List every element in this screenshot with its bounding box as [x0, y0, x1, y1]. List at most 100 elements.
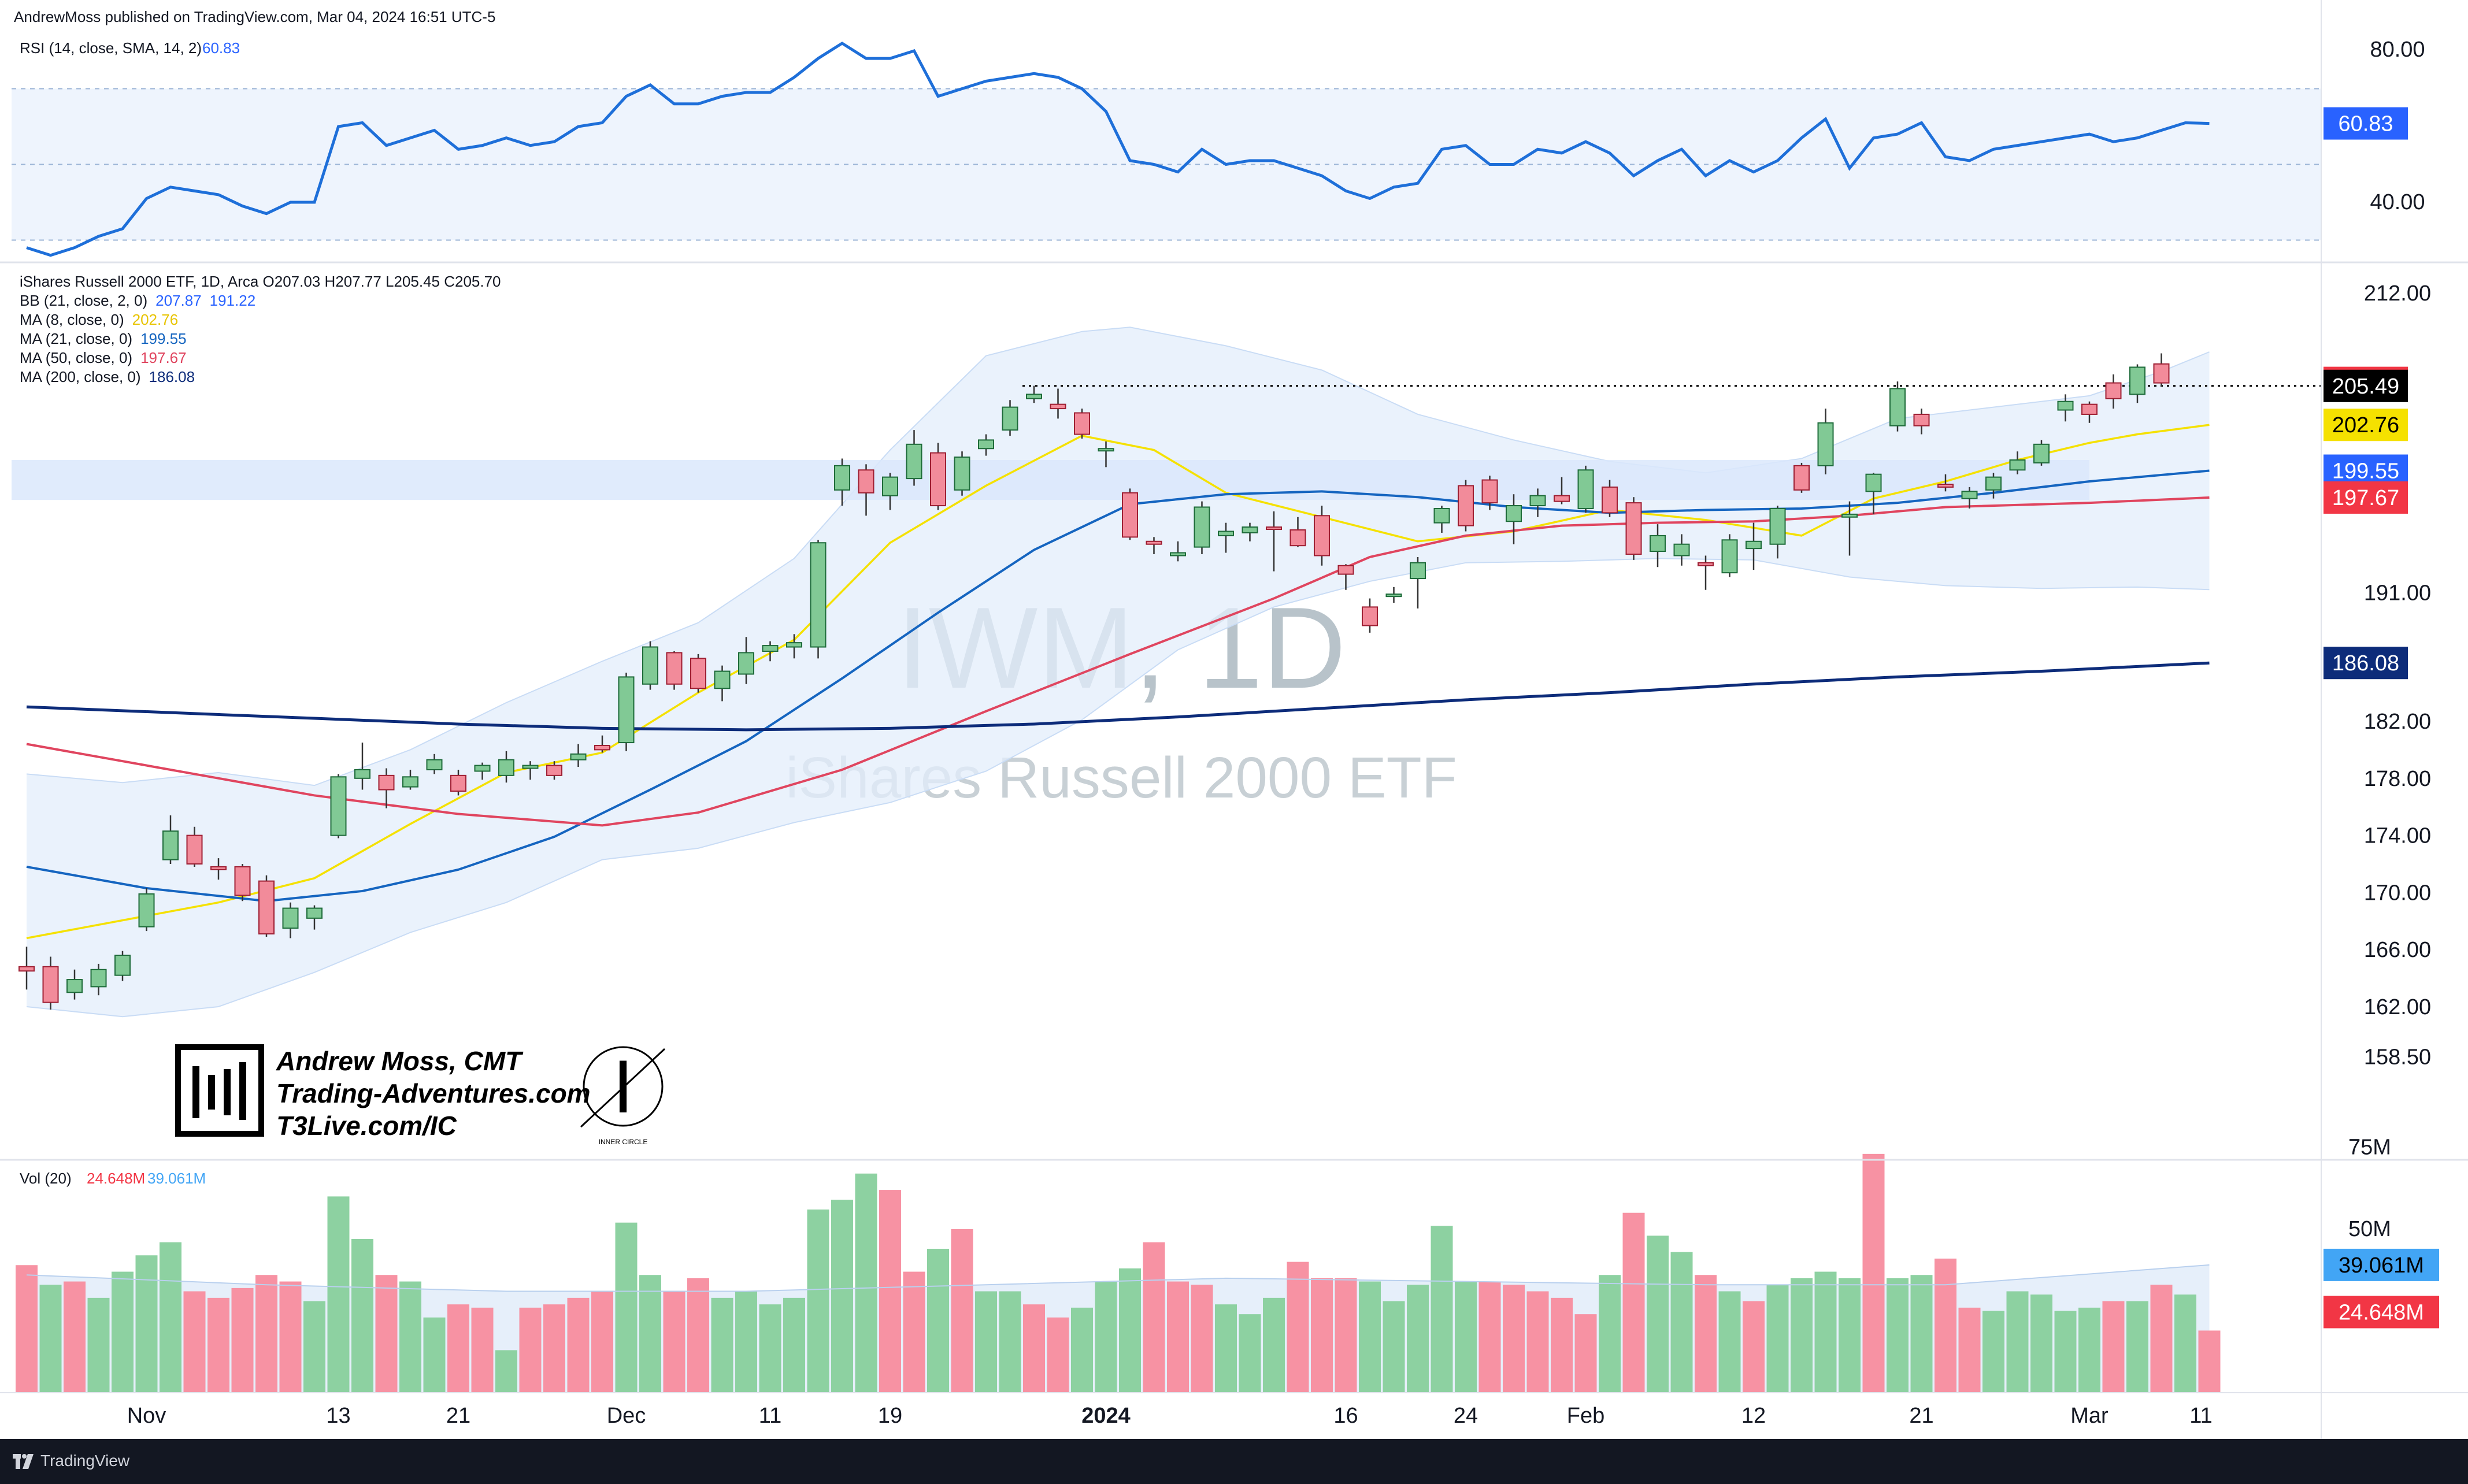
volume-bar: [999, 1291, 1021, 1393]
candle: [282, 902, 299, 938]
volume-bar: [447, 1304, 469, 1393]
volume-bar: [255, 1275, 277, 1393]
candle: [906, 430, 922, 486]
rsi-panel[interactable]: RSI (14, close, SMA, 14, 2) 60.83: [12, 39, 2321, 257]
time-axis-tick: 24: [1454, 1404, 1478, 1428]
publisher-header: AndrewMoss published on TradingView.com,…: [14, 8, 496, 25]
volume-bar: [807, 1210, 829, 1393]
candle: [114, 951, 131, 981]
volume-bar: [903, 1271, 925, 1393]
candle: [1218, 522, 1234, 553]
volume-bar: [1455, 1281, 1477, 1393]
candle-body: [2009, 459, 2026, 471]
candle: [258, 875, 275, 937]
candle-body: [882, 476, 898, 496]
volume-bar: [711, 1297, 733, 1393]
candle-body: [1122, 492, 1138, 538]
candle-logo-box: [175, 1044, 264, 1137]
candle-body: [1817, 422, 1834, 466]
candle: [498, 751, 514, 783]
candle: [1481, 476, 1498, 510]
candle: [1625, 497, 1642, 560]
volume-bar: [591, 1291, 613, 1393]
price-legend-row: MA (21, close, 0) 199.55: [20, 330, 187, 347]
candle: [1074, 409, 1090, 439]
volume-bar: [759, 1304, 781, 1393]
time-axis[interactable]: Nov 13 21 Dec 11 19 2024 16 24 Feb 12 21 Mar 11: [127, 1404, 2213, 1428]
candle-body: [1577, 469, 1594, 509]
volume-bar: [1814, 1271, 1837, 1393]
candle: [1266, 511, 1282, 572]
volume-bar: [231, 1288, 254, 1393]
volume-bar: [1695, 1275, 1717, 1393]
candle-body: [1961, 491, 1978, 499]
candle-body: [1913, 413, 1930, 426]
volume-bar: [783, 1297, 805, 1393]
bollinger-band-fill: [27, 327, 2210, 1017]
candle-body: [42, 966, 59, 1003]
volume-bar: [615, 1222, 638, 1393]
volume-bar: [1839, 1278, 1861, 1393]
candle-body: [18, 966, 35, 972]
candle-body: [162, 830, 179, 860]
candle: [42, 956, 59, 1010]
candle-body: [1218, 530, 1234, 536]
rsi-legend-value: 60.83: [202, 39, 240, 57]
candle-body: [546, 765, 562, 776]
volume-bar: [64, 1281, 86, 1393]
volume-bar: [2102, 1301, 2125, 1393]
candle: [954, 451, 970, 496]
volume-bar: [2006, 1291, 2029, 1393]
candle: [1985, 473, 2002, 499]
volume-bar: [1647, 1236, 1669, 1393]
volume-bar: [1311, 1278, 1333, 1393]
time-axis-tick: 21: [446, 1404, 470, 1428]
rsi-axis-tick: 80.00: [2370, 38, 2425, 62]
volume-ma-line: [26, 1264, 2210, 1292]
volume-bar: [1766, 1285, 1789, 1393]
volume-panel[interactable]: Vol (20) 24.648M 39.061M: [16, 1153, 2221, 1393]
candle-body: [690, 658, 706, 689]
candle: [1673, 534, 1690, 566]
candle-body: [1337, 565, 1354, 575]
candle: [1841, 501, 1858, 556]
rsi-axis-tick: 40.00: [2370, 190, 2425, 214]
candle: [330, 774, 347, 839]
candle: [1337, 564, 1354, 590]
candle: [2057, 394, 2074, 422]
time-axis-tick: 11: [759, 1404, 781, 1428]
volume-bar: [399, 1281, 421, 1393]
candle: [210, 858, 227, 880]
volume-bar: [663, 1291, 685, 1393]
price-panel[interactable]: iShares Russell 2000 ETF, 1D, Arca O207.…: [12, 273, 2321, 1018]
volume-label-bg: [2324, 1296, 2439, 1329]
ma200-line: [26, 661, 2210, 732]
price-legend-row: MA (50, close, 0) 197.67: [20, 349, 187, 366]
volume-bar: [1023, 1304, 1045, 1393]
chart-canvas[interactable]: IWM, 1D iShares Russell 2000 ETF RSI (14…: [0, 0, 2468, 1439]
candle: [858, 464, 874, 516]
candle-body: [2033, 443, 2050, 463]
candle-body: [570, 753, 587, 760]
price-label: 202.76: [2332, 413, 2399, 437]
candle: [1577, 465, 1594, 513]
candle: [930, 443, 946, 510]
volume-bar: [135, 1255, 158, 1393]
candle-body: [666, 652, 683, 685]
candle: [1362, 598, 1378, 633]
candle: [1746, 522, 1762, 570]
candle: [1458, 480, 1474, 532]
volume-bar: [1215, 1304, 1237, 1393]
volume-bar: [735, 1291, 757, 1393]
volume-bar: [1431, 1226, 1453, 1393]
volume-bar: [1982, 1311, 2004, 1393]
candle: [1289, 517, 1306, 547]
candle-body: [282, 907, 299, 929]
candle-body: [426, 759, 443, 770]
candle: [1769, 506, 1786, 559]
price-axis[interactable]: 80.00 40.00 60.83 212.00 191.00 182.00 178.00 1…: [0, 0, 2468, 1439]
volume-bar: [1958, 1307, 1981, 1393]
candle: [378, 768, 395, 808]
volume-bar: [2174, 1294, 2196, 1393]
